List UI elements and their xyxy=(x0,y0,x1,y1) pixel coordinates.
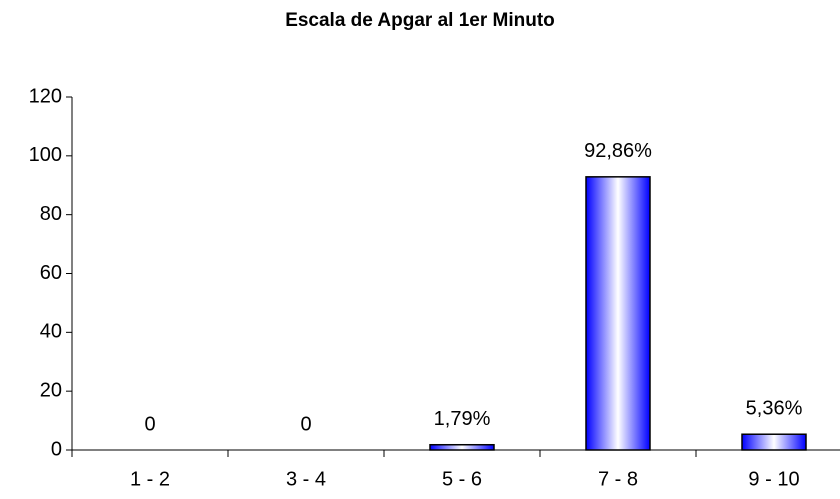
bar xyxy=(741,433,807,451)
value-label: 1,79% xyxy=(434,408,491,430)
x-tick-label: 1 - 2 xyxy=(130,468,170,490)
value-label: 0 xyxy=(300,413,311,435)
y-tick-label: 20 xyxy=(40,379,62,401)
x-tick-label: 3 - 4 xyxy=(286,468,326,490)
y-tick-label: 60 xyxy=(40,262,62,284)
x-tick-label: 9 - 10 xyxy=(748,468,799,490)
value-label: 5,36% xyxy=(746,398,803,420)
y-tick-label: 0 xyxy=(51,438,62,460)
chart-title: Escala de Apgar al 1er Minuto xyxy=(285,10,555,31)
y-tick-label: 100 xyxy=(29,144,62,166)
x-tick-label: 7 - 8 xyxy=(598,468,638,490)
value-label: 0 xyxy=(144,413,155,435)
y-tick-label: 80 xyxy=(40,203,62,225)
x-tick-label: 5 - 6 xyxy=(442,468,482,490)
value-label: 92,86% xyxy=(584,140,652,162)
bar xyxy=(585,176,651,451)
y-tick-label: 120 xyxy=(29,85,62,107)
bar xyxy=(429,443,495,451)
y-tick-label: 40 xyxy=(40,321,62,343)
